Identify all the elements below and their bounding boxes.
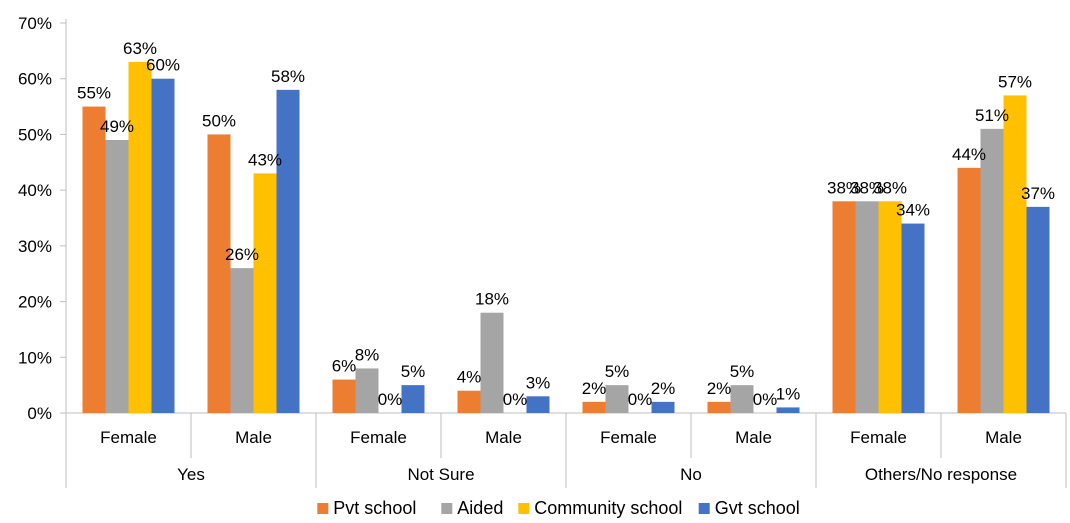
category-label: Female: [100, 428, 157, 447]
data-label: 60%: [146, 56, 180, 75]
data-label: 43%: [248, 150, 282, 169]
data-label: 38%: [873, 178, 907, 197]
bar: [128, 62, 152, 413]
y-tick-label: 50%: [18, 125, 52, 144]
data-label: 2%: [651, 379, 676, 398]
bar: [582, 401, 606, 413]
data-label: 0%: [628, 390, 653, 409]
data-label: 55%: [77, 84, 111, 103]
category-label: Female: [850, 428, 907, 447]
data-label: 51%: [975, 106, 1009, 125]
bar: [526, 396, 550, 413]
y-tick-label: 20%: [18, 293, 52, 312]
data-label: 2%: [707, 379, 732, 398]
bar: [957, 167, 981, 413]
data-label: 5%: [730, 362, 755, 381]
data-label: 34%: [896, 201, 930, 220]
data-label: 5%: [401, 362, 426, 381]
legend-swatch: [441, 503, 453, 514]
data-label: 5%: [605, 362, 630, 381]
axis-layer: 0% 10% 20% 30% 40% 50% 60% 70% Female Male Female M…: [18, 14, 1067, 488]
data-label: 26%: [225, 245, 259, 264]
bar: [105, 140, 129, 413]
data-label: 4%: [457, 368, 482, 387]
bar: [457, 390, 481, 413]
bar: [707, 401, 731, 413]
data-label: 0%: [378, 390, 403, 409]
bar: [355, 368, 379, 413]
bar: [401, 385, 425, 413]
legend-label: Gvt school: [715, 498, 800, 518]
bar: [253, 173, 277, 413]
y-tick-label: 60%: [18, 70, 52, 89]
legend-swatch: [698, 503, 710, 514]
data-label: 38%: [850, 178, 884, 197]
category-label: Male: [985, 428, 1022, 447]
bar: [1026, 206, 1050, 413]
y-tick-label: 70%: [18, 14, 52, 33]
group-label: Yes: [177, 465, 205, 484]
group-label: Not Sure: [407, 465, 474, 484]
category-label: Male: [735, 428, 772, 447]
data-label: 8%: [355, 345, 380, 364]
data-label: 58%: [271, 67, 305, 86]
bar: [207, 134, 231, 413]
legend-label: Community school: [534, 498, 682, 518]
bar: [480, 312, 504, 413]
category-label: Male: [485, 428, 522, 447]
data-label: 3%: [526, 373, 551, 392]
data-label: 0%: [753, 390, 778, 409]
group-label: Others/No response: [865, 465, 1017, 484]
bar: [878, 201, 902, 413]
legend-label: Aided: [457, 498, 503, 518]
bar: [1003, 95, 1027, 413]
y-tick-label: 10%: [18, 348, 52, 367]
legend-label: Pvt school: [333, 498, 416, 518]
data-label: 18%: [475, 290, 509, 309]
bar: [980, 128, 1004, 413]
bar: [730, 385, 754, 413]
data-label: 44%: [952, 145, 986, 164]
data-label: 37%: [1021, 184, 1055, 203]
bar: [276, 89, 300, 413]
y-tick-label: 0%: [27, 404, 52, 423]
data-label: 1%: [776, 384, 801, 403]
bar: [776, 407, 800, 413]
data-label: 50%: [202, 111, 236, 130]
category-label: Female: [350, 428, 407, 447]
bar: [832, 201, 856, 413]
bar: [605, 385, 629, 413]
bar: [230, 268, 254, 413]
data-label: 6%: [332, 357, 357, 376]
category-label: Male: [235, 428, 272, 447]
legend-swatch: [518, 503, 530, 514]
bar: [82, 106, 106, 414]
data-label: 38%: [827, 178, 861, 197]
bar: [151, 78, 175, 413]
data-label: 0%: [503, 390, 528, 409]
bar: [651, 401, 675, 413]
bar: [855, 201, 879, 413]
legend: Pvt school Aided Community school Gvt schoo…: [317, 498, 800, 518]
y-tick-label: 30%: [18, 237, 52, 256]
group-label: No: [680, 465, 702, 484]
data-label: 2%: [582, 379, 607, 398]
data-label: 57%: [998, 72, 1032, 91]
data-label: 49%: [100, 117, 134, 136]
legend-swatch: [317, 503, 329, 514]
data-label-layer: 55%49%63%60%50%26%43%58%6%8%0%5% 4%18%0%3…: [77, 39, 1055, 409]
data-label: 63%: [123, 39, 157, 58]
y-tick-label: 40%: [18, 181, 52, 200]
bar-layer: [82, 62, 1050, 414]
category-label: Female: [600, 428, 657, 447]
bar: [332, 379, 356, 413]
bar: [901, 223, 925, 413]
